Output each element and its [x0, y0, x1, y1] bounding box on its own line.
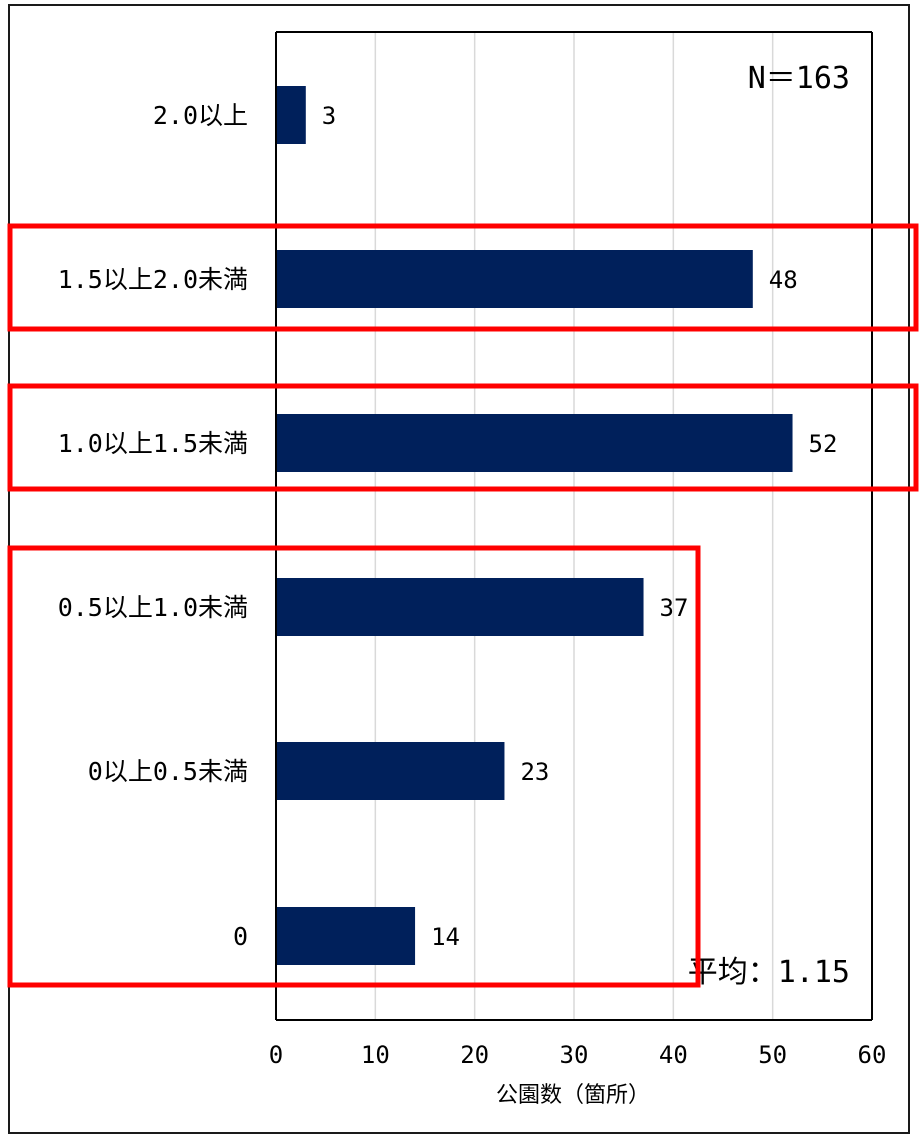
x-tick-label: 30: [560, 1041, 589, 1069]
x-axis-title: 公園数（箇所）: [496, 1083, 650, 1108]
gridlines: [374, 32, 873, 1020]
x-tick-label: 10: [361, 1041, 390, 1069]
data-label: 3: [322, 102, 336, 130]
highlight-box: [7, 223, 919, 332]
data-label: 14: [431, 923, 460, 951]
x-tick-label: 20: [460, 1041, 489, 1069]
category-label: 0以上0.5未満: [88, 757, 248, 786]
x-tick-label: 50: [758, 1041, 787, 1069]
highlight-box: [7, 383, 919, 492]
data-label: 52: [809, 430, 838, 458]
labels: 0 10 20 30 40 50 60 2.0以上 3 1.5以上2.0未満 48 1.0以上1.5未…: [58, 101, 887, 1069]
bar: [276, 742, 505, 800]
category-label: 1.5以上2.0未満: [58, 265, 248, 294]
bar: [276, 414, 793, 472]
x-tick-label: 40: [659, 1041, 688, 1069]
x-tick-label: 0: [269, 1041, 283, 1069]
sample-size-annotation: N＝163: [748, 61, 850, 96]
category-label: 1.0以上1.5未満: [58, 429, 248, 458]
category-label: 0: [233, 922, 248, 951]
highlight-box: [7, 545, 701, 988]
bars: [276, 86, 793, 965]
axes: [275, 31, 873, 1021]
chart-frame: [8, 4, 910, 1134]
bar: [276, 907, 416, 965]
highlight-boxes: [7, 223, 919, 988]
bar: [276, 578, 644, 636]
data-label: 23: [520, 758, 549, 786]
x-tick-label: 60: [858, 1041, 887, 1069]
data-label: 37: [660, 594, 689, 622]
bar: [276, 86, 306, 144]
mean-annotation: 平均：1.15: [688, 955, 850, 990]
category-label: 0.5以上1.0未満: [58, 593, 248, 622]
data-label: 48: [769, 266, 798, 294]
category-label: 2.0以上: [153, 101, 248, 130]
bar: [276, 250, 753, 308]
